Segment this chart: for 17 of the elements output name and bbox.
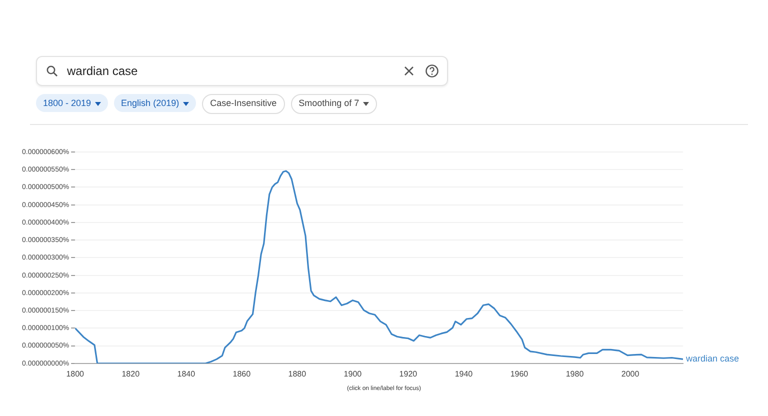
text: Case-Insensitive [210, 98, 277, 108]
x-tick-label: 1900 [344, 369, 362, 378]
x-tick-label: 1880 [288, 369, 307, 378]
x-tick-label: 1960 [510, 369, 529, 378]
x-tick-label: 1980 [566, 369, 584, 378]
x-tick-label: 1820 [122, 369, 140, 378]
x-tick-label: 1920 [399, 369, 418, 378]
text: 1800 - 2019 [43, 98, 92, 108]
text: Smoothing of 7 [298, 98, 360, 108]
x-tick-label: 2000 [621, 369, 640, 378]
text: wardian case [67, 64, 138, 78]
x-tick-label: 1860 [232, 369, 252, 378]
x-tick-label: 1840 [177, 369, 196, 378]
series-label: wardian case [685, 354, 740, 364]
x-tick-label: 1940 [454, 369, 474, 378]
text: English (2019) [121, 98, 180, 108]
x-tick-label: 1800 [66, 369, 85, 378]
